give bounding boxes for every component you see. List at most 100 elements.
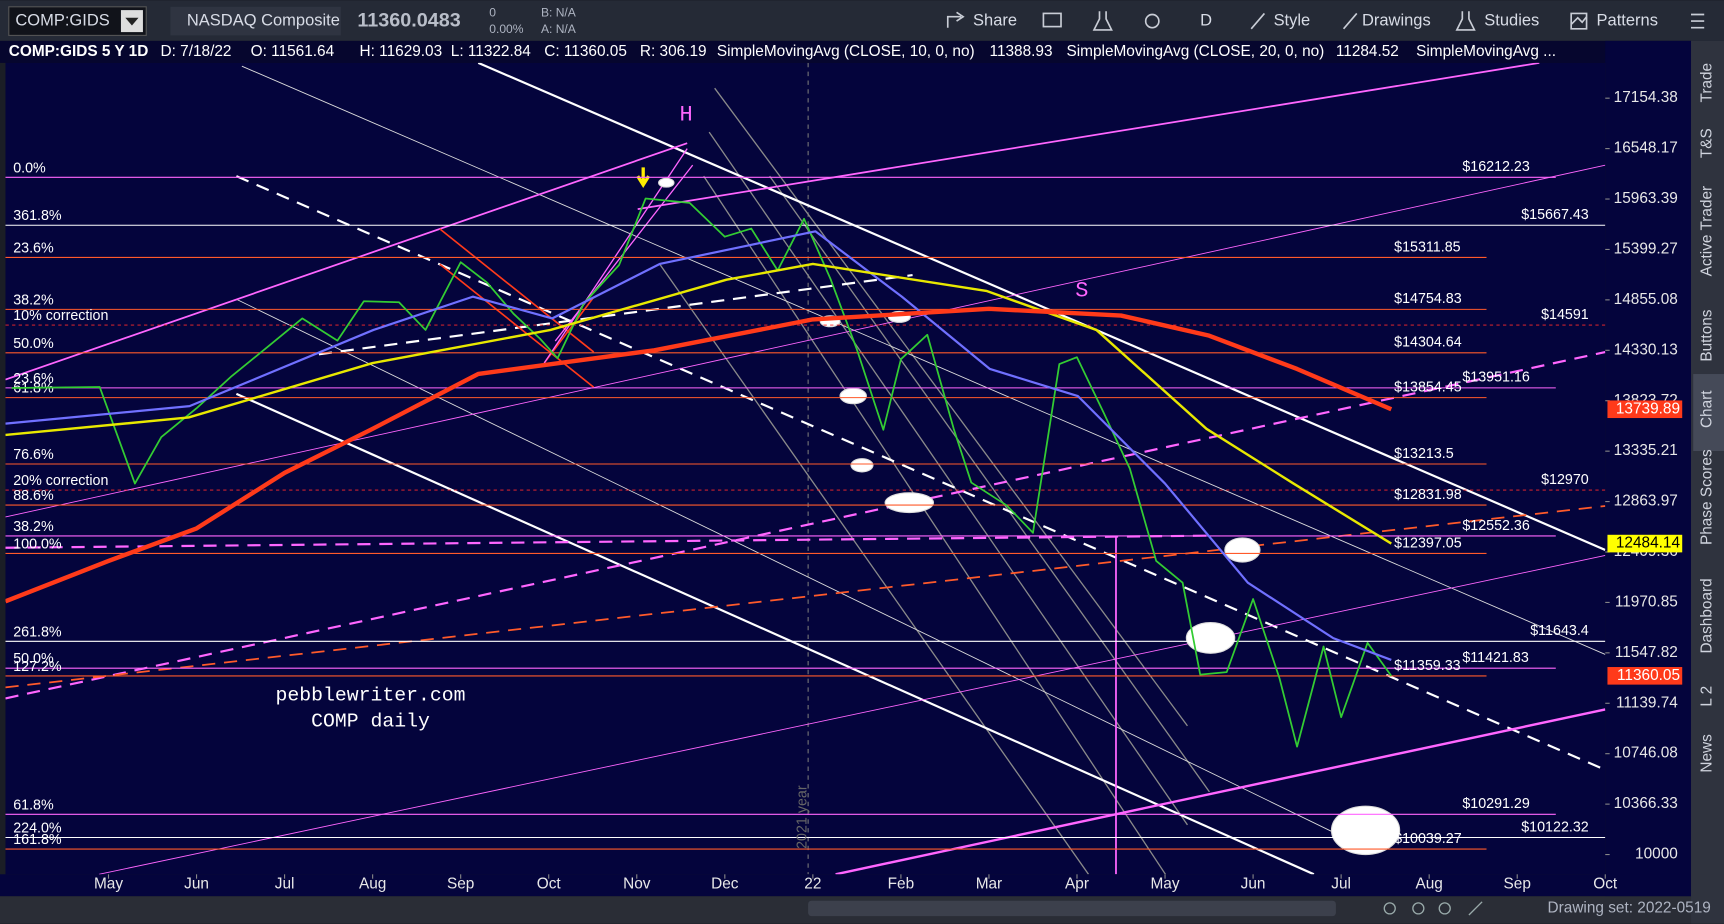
zoom-out-icon[interactable] [1438,902,1451,915]
study-name: SimpleMovingAvg (CLOSE, 10, 0, no) [717,43,975,60]
level-label: $10291.29 [1462,796,1530,812]
y-tick-label: 15399.27 [1614,241,1678,258]
y-tick-label: 12863.97 [1614,493,1678,510]
pink-dashed [5,350,1606,700]
side-tab[interactable]: Buttons [1699,309,1716,361]
x-tick-label: Jun [1241,875,1266,892]
header-close: C: 11360.05 [544,43,627,60]
y-tick-label: 11970.85 [1615,593,1678,610]
fib-label: 161.8% [13,832,62,848]
x-tick-label: Aug [1415,875,1442,892]
drawing-set: Drawing set: 2022-0519 [1548,899,1711,916]
scroll-thumb[interactable] [808,900,1336,917]
x-tick-label: Dec [711,875,739,892]
x-tick-label: May [1151,875,1180,892]
patterns-icon [1570,12,1588,30]
arrow [636,167,651,189]
drawings [5,62,1606,875]
pencil-icon[interactable] [1468,901,1483,916]
y-tick-label: 10000 [1635,846,1678,863]
crosshair-icon[interactable] [1383,902,1396,915]
pink-thin [5,164,1606,518]
drawings-icon [1342,12,1358,30]
side-tab[interactable]: T&S [1699,128,1716,158]
pink-flat-dashed [5,534,1210,549]
toolbar-button[interactable]: Style [1274,11,1311,29]
channel-thin [236,298,1364,848]
x-tick-label: May [94,875,123,892]
studies-icon [1455,11,1476,31]
gear-icon [1144,13,1160,29]
level-label: $11359.33 [1394,658,1461,674]
study-value: 11388.93 [990,43,1053,60]
level-label: $14304.64 [1394,335,1462,351]
x-tick-label: Oct [537,875,562,892]
name-box [170,6,341,36]
price-axis [1605,40,1692,897]
fib-label: 38.2% [13,519,54,535]
y-tick-label: 16548.17 [1614,140,1678,157]
zoom-in-icon[interactable] [1412,902,1425,915]
screen-icon [1042,12,1062,28]
fib-label: 127.2% [13,659,62,675]
side-tab[interactable]: Phase Scores [1699,449,1716,545]
dashed-midline [235,175,1606,771]
toolbar-button[interactable]: Patterns [1597,11,1658,29]
side-tab[interactable]: Active Trader [1699,186,1716,277]
change: 0 [489,6,496,20]
level-label: $10039.27 [1394,831,1462,847]
x-tick-label: Nov [623,875,651,892]
fib-label: 224.0% [13,820,62,836]
price-badge [1607,400,1683,419]
level-label: $13213.5 [1394,446,1454,462]
fib-label: 38.2% [13,292,54,308]
fib-label: 61.8% [13,797,54,813]
y-tick-label: 10366.33 [1614,795,1678,812]
series-line [5,262,1392,545]
toolbar-button[interactable]: Studies [1484,11,1539,29]
level-label: $13951.16 [1462,370,1530,386]
header-high: H: 11629.03 [360,43,443,60]
y-tick-label: 15963.39 [1614,190,1678,207]
fib-label: 23.6% [13,240,54,256]
level-label: $11421.83 [1462,650,1529,666]
x-tick-label: Oct [1593,875,1618,892]
channel-lower [235,392,1315,875]
level-label: $12397.05 [1394,535,1462,551]
series-line [11,197,1393,748]
side-tab[interactable]: L 2 [1699,686,1716,707]
channel-upper [477,62,1606,551]
side-tab[interactable]: News [1699,734,1716,773]
toolbar-button[interactable]: D [1200,11,1212,29]
pink-support [835,708,1606,875]
channel-thin [241,65,1606,655]
fib-label: 0.0% [13,160,46,176]
menu-icon[interactable] [1691,13,1705,29]
fib-label: 361.8% [13,208,62,224]
level-label: $12970 [1541,472,1589,488]
side-tab[interactable]: Chart [1699,390,1716,428]
annotation: 2021 year [794,785,810,849]
series-line [5,230,1392,661]
fib-label: 23.6% [13,371,54,387]
y-tick-label: 13335.21 [1614,442,1678,459]
level-label: $12552.36 [1462,518,1530,534]
neckline [318,273,913,356]
side-tab[interactable]: Dashboard [1699,578,1716,653]
price-badge-label: 12484.14 [1616,535,1681,552]
price-badge-label: 11360.05 [1617,667,1680,684]
change-pct: 0.00% [489,22,524,36]
y-tick-label: 10746.08 [1614,745,1678,762]
x-tick-label: Jul [275,875,295,892]
level-label: $15311.85 [1394,239,1461,255]
level-label: $14754.83 [1394,291,1462,307]
toolbar-button[interactable]: Share [973,11,1017,29]
side-tab[interactable]: Trade [1699,63,1716,103]
plot-area [5,62,1606,875]
toolbar-button[interactable]: Drawings [1362,11,1431,29]
bottom-controls [1383,901,1483,916]
header-symbol: COMP:GIDS 5 Y 1D [9,43,149,60]
x-tick-label: Jul [1331,875,1351,892]
fib-label: 10% correction [13,308,108,324]
